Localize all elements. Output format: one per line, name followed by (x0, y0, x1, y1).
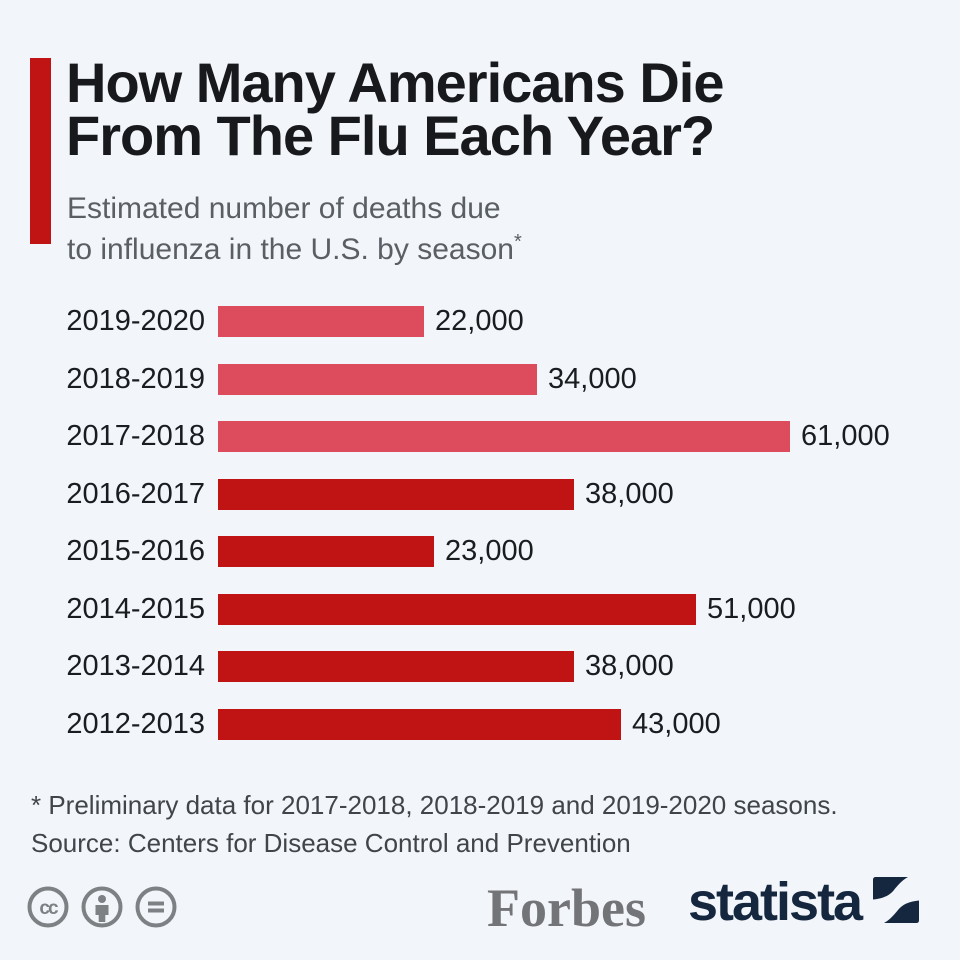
bar-row-label: 2015-2016 (66, 535, 205, 568)
bar (218, 708, 621, 740)
cc-icon: cc (27, 886, 69, 928)
svg-text:cc: cc (39, 898, 59, 919)
bar-value-label: 38,000 (585, 477, 674, 510)
bar-row: 2014-2015 51,000 (0, 581, 960, 639)
bar-value-label: 34,000 (548, 362, 637, 395)
page-subtitle-line2: to influenza in the U.S. by season* (67, 231, 522, 266)
bar-row: 2017-2018 61,000 (0, 408, 960, 466)
footnote-text: * Preliminary data for 2017-2018, 2018-2… (31, 790, 838, 820)
attribution-icon (81, 886, 123, 928)
bar (218, 536, 434, 568)
bar-value-label: 23,000 (445, 535, 534, 568)
bar-value-label: 38,000 (585, 650, 674, 683)
bar (218, 363, 537, 395)
cc-license-badge: cc (27, 886, 177, 928)
bar-row: 2013-2014 38,000 (0, 638, 960, 696)
bar-row: 2019-2020 22,000 (0, 293, 960, 351)
bar-row: 2018-2019 34,000 (0, 351, 960, 409)
footnotes: * Preliminary data for 2017-2018, 2018-2… (31, 786, 838, 862)
bar (218, 478, 574, 510)
bar-row-label: 2017-2018 (66, 420, 205, 453)
page-title-line2: From The Flu Each Year? (66, 104, 715, 167)
accent-bar (30, 58, 51, 244)
bar-row: 2012-2013 43,000 (0, 696, 960, 754)
bar (218, 593, 696, 625)
bar (218, 421, 790, 453)
bar-row-label: 2012-2013 (66, 707, 205, 740)
page-title-line1: How Many Americans Die (66, 51, 724, 114)
bar-chart: 2019-2020 22,000 2018-2019 34,000 2017-2… (0, 293, 960, 753)
bar-row-label: 2013-2014 (66, 650, 205, 683)
bar-value-label: 61,000 (801, 420, 890, 453)
forbes-logo: Forbes (487, 878, 646, 938)
statista-wordmark: statista (688, 872, 863, 932)
bar (218, 651, 574, 683)
bar-row-label: 2016-2017 (66, 477, 205, 510)
bar-value-label: 51,000 (707, 592, 796, 625)
bar-value-label: 43,000 (632, 707, 721, 740)
source-text: Source: Centers for Disease Control and … (31, 828, 631, 858)
bar-value-label: 22,000 (435, 305, 524, 338)
bar-row-label: 2018-2019 (66, 362, 205, 395)
bar (218, 306, 424, 338)
bar-row: 2016-2017 38,000 (0, 466, 960, 524)
page-subtitle-line1: Estimated number of deaths due (67, 192, 501, 225)
statista-logo: statista (688, 872, 920, 932)
bar-row: 2015-2016 23,000 (0, 523, 960, 581)
statista-logo-mark-icon (873, 876, 920, 928)
footnote-marker: * (513, 231, 522, 253)
page-title: How Many Americans Die From The Flu Each… (66, 51, 724, 167)
page-subtitle: Estimated number of deaths due to influe… (67, 188, 522, 270)
bar-row-label: 2014-2015 (66, 592, 205, 625)
no-derivatives-icon (135, 886, 177, 928)
bar-row-label: 2019-2020 (66, 305, 205, 338)
